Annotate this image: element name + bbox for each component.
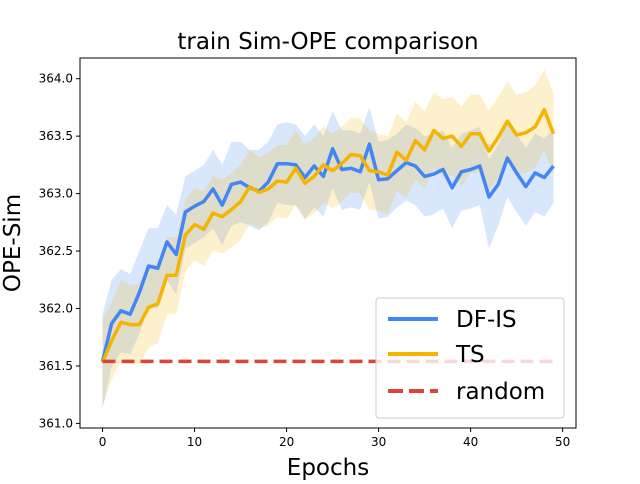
axes-frame (79, 57, 577, 429)
y-tick-label: 361.0 (39, 416, 73, 430)
band-ts (102, 69, 554, 407)
legend-label-df-is: DF-IS (456, 307, 517, 333)
x-axis-label: Epochs (287, 455, 369, 480)
x-tick-label: 50 (555, 435, 570, 449)
x-tick-label: 20 (279, 435, 294, 449)
legend-label-ts: TS (455, 342, 485, 368)
y-tick-label: 363.5 (39, 129, 73, 143)
y-tick-label: 362.0 (39, 301, 73, 315)
x-tick-label: 0 (99, 435, 107, 449)
legend-box (375, 297, 565, 419)
line-ts (100, 107, 556, 364)
x-tick-label: 10 (187, 435, 202, 449)
y-axis-ticks: 361.0 361.5 362.0 362.5 363.0 363.5 364.0 (39, 72, 80, 430)
y-axis-label: OPE-Sim (0, 194, 26, 292)
y-tick-label: 364.0 (39, 72, 73, 86)
y-tick-label: 363.0 (39, 187, 73, 201)
x-tick-label: 40 (463, 435, 478, 449)
legend-label-random: random (456, 379, 545, 405)
y-tick-label: 362.5 (39, 244, 73, 258)
chart-title: train Sim-OPE comparison (177, 29, 478, 55)
series-lines (100, 107, 556, 364)
line-df-is (100, 142, 555, 362)
x-axis-ticks: 0 10 20 30 40 50 (99, 428, 570, 449)
confidence-bands (102, 69, 554, 410)
band-df-is (102, 107, 554, 410)
y-tick-label: 361.5 (39, 359, 73, 373)
plot-area (100, 69, 556, 410)
legend: DF-IS TS random (375, 297, 565, 419)
x-tick-label: 30 (371, 435, 386, 449)
